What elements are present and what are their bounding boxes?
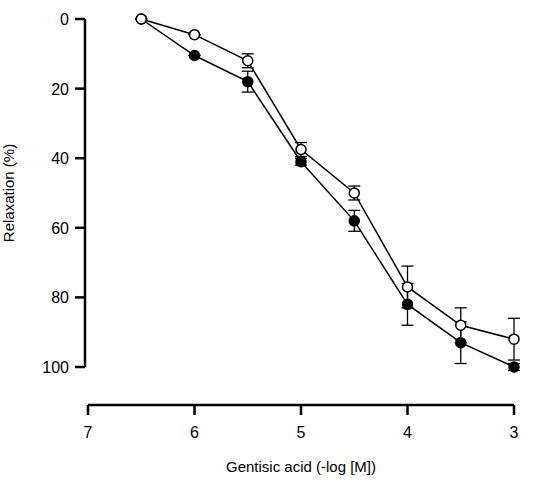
data-point	[296, 145, 306, 155]
error-cap	[348, 210, 360, 211]
y-tick-label: 100	[42, 359, 69, 376]
y-tick	[75, 296, 85, 299]
y-tick	[75, 157, 85, 160]
error-cap	[455, 307, 467, 308]
error-bar	[348, 210, 360, 231]
error-bar	[508, 318, 520, 360]
data-point	[456, 320, 466, 330]
x-tick-label: 5	[297, 424, 306, 441]
y-tick-label: 40	[51, 150, 69, 167]
error-cap	[242, 71, 254, 72]
error-cap	[455, 342, 467, 343]
chart-root: 0 20 40 60 80 100 Relaxation (%) 7 6 5 4 3 Gentisic …	[0, 0, 535, 483]
error-cap	[348, 231, 360, 232]
data-point	[349, 216, 359, 226]
error-cap	[242, 67, 254, 68]
data-point	[136, 14, 146, 24]
x-tick	[300, 405, 303, 415]
error-cap	[242, 53, 254, 54]
error-bar	[402, 266, 414, 308]
error-cap	[402, 325, 414, 326]
x-tick	[87, 405, 90, 415]
error-cap	[295, 142, 307, 143]
data-point	[243, 56, 253, 66]
plot-area	[135, 14, 520, 372]
series-line	[141, 19, 514, 339]
y-tick-label: 80	[51, 289, 69, 306]
x-axis-title: Gentisic acid (-log [M])	[226, 458, 376, 475]
error-bar	[295, 143, 307, 157]
error-cap	[455, 363, 467, 364]
x-tick-label: 7	[84, 424, 93, 441]
y-tick	[75, 18, 85, 21]
x-tick-label: 3	[510, 424, 519, 441]
error-cap	[402, 265, 414, 266]
error-bar	[455, 308, 467, 343]
error-bar	[242, 71, 254, 92]
x-tick	[513, 405, 516, 415]
y-tick-label: 60	[51, 220, 69, 237]
error-cap	[242, 91, 254, 92]
y-tick	[75, 227, 85, 230]
data-point	[296, 157, 306, 167]
x-tick-label: 6	[190, 424, 199, 441]
y-tick	[75, 366, 85, 369]
data-point	[190, 51, 200, 61]
error-bar	[348, 186, 360, 200]
y-tick	[75, 87, 85, 90]
error-cap	[348, 199, 360, 200]
data-point	[243, 77, 253, 87]
error-bar	[242, 54, 254, 68]
x-tick	[193, 405, 196, 415]
x-tick-label: 4	[403, 424, 412, 441]
data-point	[349, 188, 359, 198]
data-point	[136, 14, 146, 24]
y-axis-title: Relaxation (%)	[0, 144, 17, 242]
y-axis-line	[84, 19, 87, 367]
error-cap	[402, 307, 414, 308]
data-point	[509, 334, 519, 344]
x-tick	[406, 405, 409, 415]
y-tick-label: 0	[60, 11, 69, 28]
data-point	[190, 30, 200, 40]
data-point	[509, 362, 519, 372]
data-point	[403, 282, 413, 292]
chart-svg: 0 20 40 60 80 100 Relaxation (%) 7 6 5 4 3 Gentisic …	[0, 0, 535, 483]
error-cap	[348, 185, 360, 186]
error-cap	[295, 156, 307, 157]
series-line	[141, 19, 514, 367]
error-cap	[508, 318, 520, 319]
error-cap	[508, 359, 520, 360]
y-tick-label: 20	[51, 81, 69, 98]
